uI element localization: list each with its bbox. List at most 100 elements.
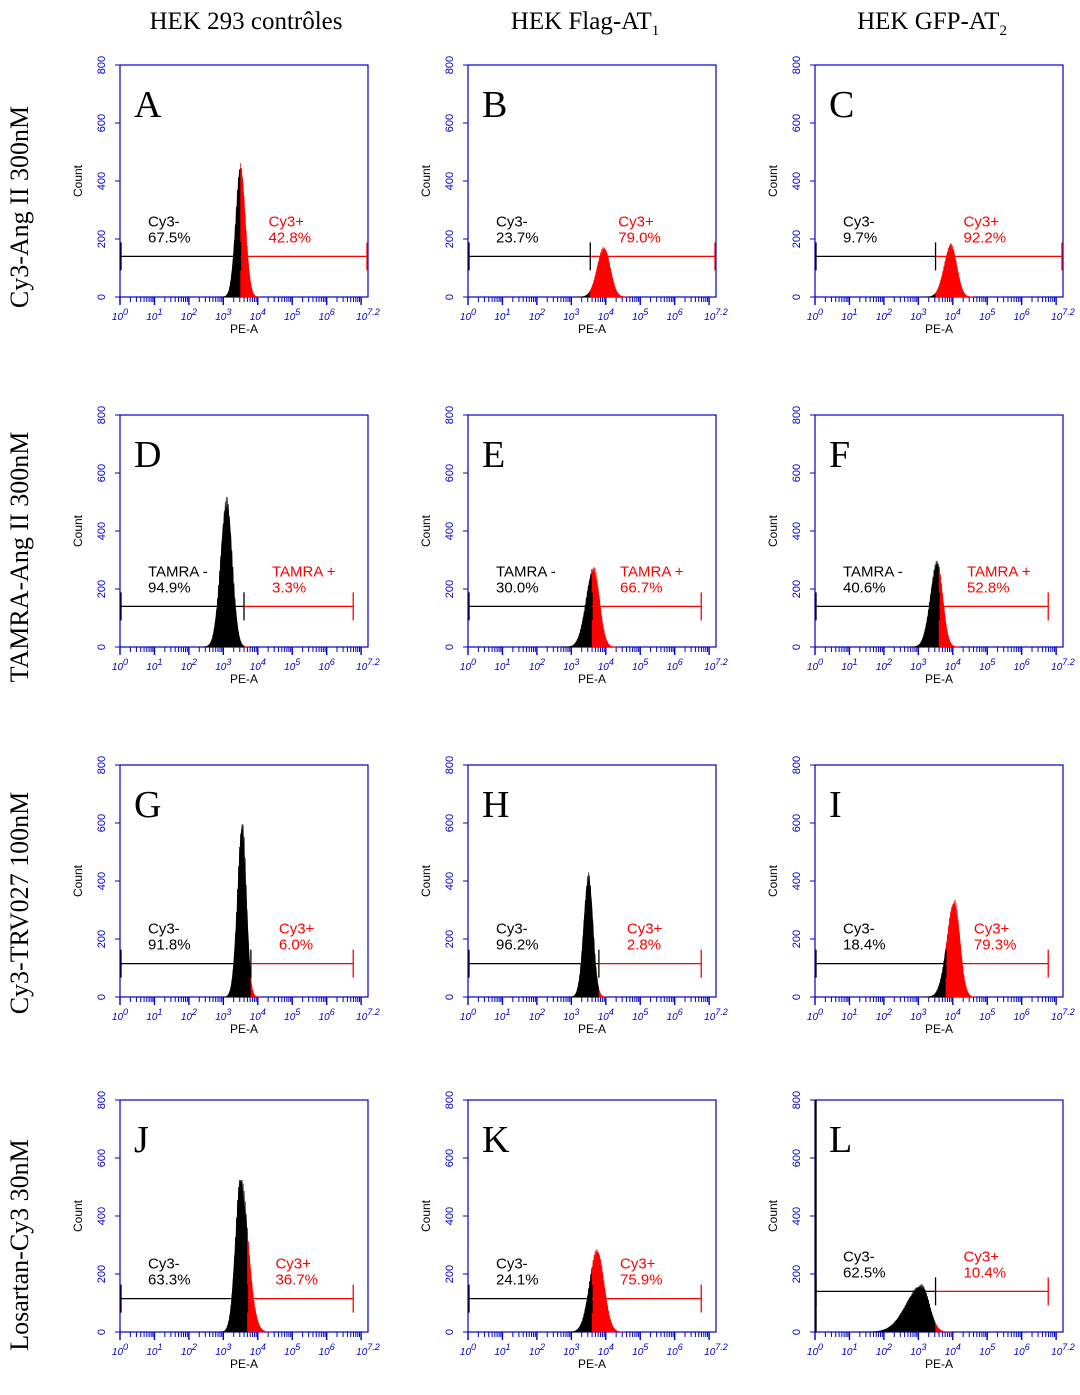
x-tick-label: 107.2: [1051, 657, 1075, 673]
y-tick-label: 600: [791, 1149, 803, 1167]
positive-gate-label: Cy3+: [620, 1256, 656, 1273]
histogram-negative-population: [566, 1268, 593, 1333]
panel-letter: C: [829, 84, 854, 126]
panel-k: 0 200 400 600 800 Count 100 101 102 103 104 105 106 1…: [419, 1091, 728, 1371]
y-axis-label: Count: [71, 514, 85, 547]
y-tick-label: 600: [444, 814, 456, 832]
x-tick-label: 105: [632, 1007, 649, 1023]
y-tick-label: 400: [96, 172, 108, 190]
x-tick-label: 102: [181, 307, 197, 323]
x-tick-label: 106: [319, 657, 335, 673]
negative-gate-label: Cy3-: [148, 213, 180, 230]
negative-gate-percent: 9.7%: [843, 229, 877, 246]
panel-letter: I: [829, 784, 842, 826]
x-tick-label: 107.2: [704, 307, 728, 323]
y-axis-label: Count: [766, 164, 780, 197]
positive-gate-percent: 75.9%: [620, 1272, 663, 1289]
y-tick-label: 200: [791, 230, 803, 248]
histogram-positive-population: [935, 1323, 953, 1333]
x-tick-label: 101: [146, 1342, 162, 1358]
panel-letter: G: [134, 784, 161, 826]
y-tick-label: 800: [444, 56, 456, 74]
x-tick-label: 102: [181, 1342, 197, 1358]
x-tick-label: 106: [319, 1007, 335, 1023]
negative-gate-percent: 30.0%: [496, 579, 539, 596]
negative-gate-percent: 40.6%: [843, 579, 886, 596]
negative-gate-label: TAMRA -: [148, 563, 208, 580]
x-tick-label: 102: [876, 1342, 892, 1358]
histogram-positive-population: [590, 247, 629, 298]
positive-gate-percent: 2.8%: [627, 937, 661, 954]
x-tick-label: 105: [284, 657, 301, 673]
positive-gate-label: Cy3+: [964, 1248, 1000, 1265]
x-tick-label: 101: [841, 307, 857, 323]
x-tick-label: 105: [284, 1007, 301, 1023]
y-tick-label: 200: [791, 930, 803, 948]
histogram-negative-population: [923, 292, 936, 298]
x-tick-label: 100: [112, 1342, 128, 1358]
x-tick-label: 103: [215, 1007, 231, 1023]
x-tick-label: 107.2: [1051, 1007, 1075, 1023]
x-tick-label: 103: [215, 1342, 231, 1358]
x-tick-label: 106: [319, 1342, 335, 1358]
y-tick-label: 400: [444, 1207, 456, 1225]
x-tick-label: 100: [807, 1007, 823, 1023]
y-tick-label: 400: [791, 872, 803, 890]
x-tick-label: 107.2: [704, 1007, 728, 1023]
negative-gate-percent: 67.5%: [148, 229, 191, 246]
x-tick-label: 100: [112, 307, 128, 323]
x-tick-label: 107.2: [1051, 1342, 1075, 1358]
histogram-negative-population: [563, 569, 593, 648]
y-tick-label: 200: [96, 1265, 108, 1283]
x-tick-label: 107.2: [356, 657, 380, 673]
positive-gate-percent: 52.8%: [967, 579, 1010, 596]
x-tick-label: 103: [563, 1007, 579, 1023]
panel-letter: B: [482, 84, 507, 126]
histogram-negative-population: [201, 496, 245, 648]
negative-gate-label: Cy3-: [496, 213, 528, 230]
plot-frame: [814, 764, 1064, 998]
panel-letter: H: [482, 784, 509, 826]
x-tick-label: 106: [1014, 1007, 1030, 1023]
y-tick-label: 600: [96, 114, 108, 132]
y-tick-label: 200: [444, 580, 456, 598]
positive-gate-percent: 6.0%: [279, 937, 313, 954]
x-tick-label: 104: [598, 1342, 614, 1358]
x-tick-label: 106: [667, 657, 683, 673]
x-tick-label: 102: [181, 1007, 197, 1023]
y-tick-label: 800: [444, 406, 456, 424]
negative-gate-label: Cy3-: [843, 921, 875, 938]
x-tick-label: 104: [598, 1007, 614, 1023]
x-tick-label: 103: [910, 1342, 926, 1358]
y-tick-label: 400: [444, 172, 456, 190]
negative-gate-percent: 24.1%: [496, 1272, 539, 1289]
panel-l: 0 200 400 600 800 Count 100 101 102 103 104 105 106 1…: [766, 1091, 1075, 1371]
x-tick-label: 103: [215, 307, 231, 323]
panel-letter: F: [829, 434, 850, 476]
x-tick-label: 101: [494, 1007, 510, 1023]
histogram-negative-population: [221, 168, 241, 298]
y-tick-label: 800: [444, 756, 456, 774]
y-tick-label: 0: [96, 1329, 108, 1335]
x-tick-label: 107.2: [704, 657, 728, 673]
x-tick-label: 104: [598, 307, 614, 323]
x-tick-label: 103: [563, 307, 579, 323]
x-tick-label: 105: [284, 307, 301, 323]
y-tick-label: 0: [791, 994, 803, 1000]
positive-gate-percent: 92.2%: [964, 229, 1007, 246]
x-tick-label: 102: [529, 1007, 545, 1023]
y-tick-label: 800: [96, 406, 108, 424]
panel-a: 0 200 400 600 800 Count 100 101 102 103 104 105 106 1…: [71, 56, 380, 336]
positive-gate-percent: 79.0%: [618, 229, 661, 246]
y-tick-label: 600: [444, 1149, 456, 1167]
y-tick-label: 600: [791, 464, 803, 482]
y-tick-label: 200: [444, 1265, 456, 1283]
column-header-gfp-at2: HEK GFP-AT2: [857, 8, 1007, 39]
x-tick-label: 101: [841, 1342, 857, 1358]
y-axis-label: Count: [766, 864, 780, 897]
histogram-positive-population: [591, 566, 618, 648]
y-tick-label: 0: [444, 644, 456, 650]
x-tick-label: 102: [876, 307, 892, 323]
y-tick-label: 400: [791, 172, 803, 190]
x-tick-label: 106: [667, 1342, 683, 1358]
